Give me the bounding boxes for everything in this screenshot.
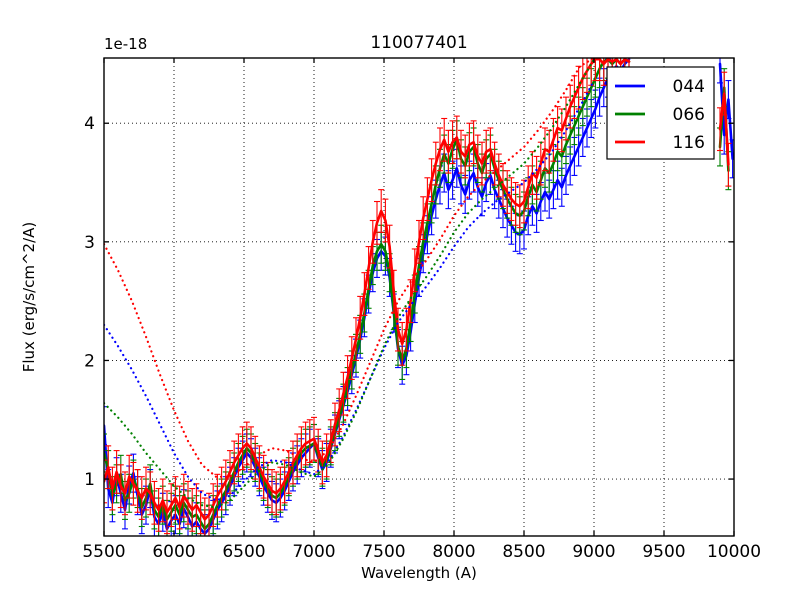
x-tick-label: 7500 <box>362 542 405 562</box>
legend-box <box>606 66 715 160</box>
y-tick-label: 3 <box>84 233 95 253</box>
data-series-layer <box>104 58 734 536</box>
y-axis-label: Flux (erg/s/cm^2/A) <box>20 222 38 373</box>
x-tick-label: 8000 <box>432 542 475 562</box>
x-tick-label: 9000 <box>572 542 615 562</box>
series-line-116 <box>104 58 631 521</box>
x-tick-label: 5500 <box>82 542 125 562</box>
x-tick-label: 8500 <box>502 542 545 562</box>
x-tick-label: 7000 <box>292 542 335 562</box>
plot-frame <box>103 57 735 537</box>
axis-ticks: 5500 6000 6500 7000 7500 8000 8500 9000 9500 1000… <box>82 58 761 562</box>
legend[interactable]: 044 066 116 <box>606 66 715 160</box>
series-line-116-model <box>104 58 596 478</box>
series-line-116 <box>718 92 730 166</box>
x-tick-label: 6500 <box>222 542 265 562</box>
legend-label-066[interactable]: 066 <box>673 105 705 125</box>
y-tick-label: 1 <box>84 470 95 490</box>
y-axis-offset-label: 1e-18 <box>104 35 147 53</box>
x-axis-label: Wavelength (A) <box>361 564 477 582</box>
x-tick-label: 6000 <box>152 542 195 562</box>
y-tick-label: 2 <box>84 351 95 371</box>
x-tick-label: 9500 <box>642 542 685 562</box>
series-line-066-model <box>104 58 596 509</box>
series-line-044-model <box>104 79 596 502</box>
legend-label-116[interactable]: 116 <box>673 133 705 153</box>
y-tick-label: 4 <box>84 114 95 134</box>
legend-label-044[interactable]: 044 <box>673 77 705 97</box>
series-line-066 <box>104 58 631 531</box>
x-tick-label: 10000 <box>707 542 761 562</box>
page-title: 110077401 <box>370 33 467 53</box>
